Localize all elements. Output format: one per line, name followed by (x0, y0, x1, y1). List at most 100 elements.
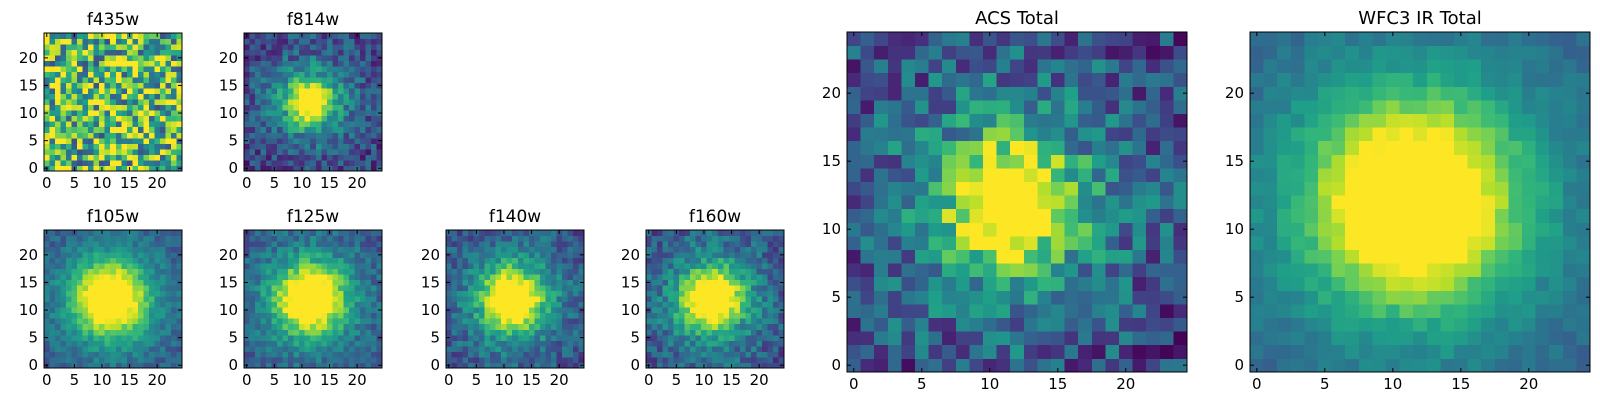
heatmap-cell (847, 249, 861, 264)
heatmap-cell (348, 88, 355, 95)
heatmap-cell (1263, 331, 1278, 346)
heatmap-cell (451, 252, 458, 258)
heatmap-cell (1119, 113, 1133, 128)
heatmap-cell (1037, 249, 1052, 264)
heatmap-cell (690, 345, 697, 352)
heatmap-cell (1159, 317, 1174, 332)
heatmap-cell (176, 49, 183, 56)
heatmap-cell (996, 344, 1011, 359)
heatmap-cell (165, 143, 172, 150)
heatmap-cell (110, 268, 117, 275)
heatmap-cell (996, 317, 1011, 332)
heatmap-cell (479, 246, 486, 253)
heatmap-cell (739, 230, 746, 236)
heatmap-cell (132, 274, 139, 281)
heatmap-cell (517, 356, 524, 363)
heatmap-cell (578, 318, 585, 325)
heatmap-cell (739, 257, 746, 264)
heatmap-cell (1345, 317, 1360, 332)
heatmap-cell (1173, 100, 1188, 114)
heatmap-cell (701, 263, 708, 270)
heatmap-cell (695, 290, 702, 297)
heatmap-cell (332, 44, 339, 50)
heatmap-cell (673, 351, 680, 358)
heatmap-cell (778, 301, 785, 308)
heatmap-cell (847, 168, 861, 182)
heatmap-cell (126, 77, 133, 84)
heatmap-cell (148, 268, 155, 275)
heatmap-cell (255, 334, 261, 341)
heatmap-cell (154, 126, 161, 133)
heatmap-cell (651, 362, 658, 369)
heatmap-cell (646, 356, 652, 363)
heatmap-cell (539, 268, 546, 275)
heatmap-cell (915, 86, 929, 101)
heatmap-cell (176, 60, 183, 67)
heatmap-cell (365, 93, 372, 100)
heatmap-cell (315, 252, 322, 258)
heatmap-cell (354, 334, 361, 341)
heatmap-cell (457, 268, 463, 275)
heatmap-cell (1345, 344, 1360, 359)
heatmap-cell (556, 301, 563, 308)
heatmap-cell (739, 340, 746, 347)
heatmap-cell (310, 148, 317, 155)
heatmap-cell (359, 290, 366, 297)
heatmap-cell (365, 154, 372, 161)
heatmap-cell (365, 99, 372, 106)
heatmap-cell (572, 296, 579, 303)
heatmap-cell (170, 230, 177, 236)
heatmap-cell (1173, 59, 1188, 74)
heatmap-cell (969, 168, 984, 182)
heatmap-cell (745, 274, 752, 281)
heatmap-cell (126, 49, 133, 56)
heatmap-cell (110, 88, 117, 95)
heatmap-cell (282, 77, 289, 84)
heatmap-cell (326, 274, 333, 281)
heatmap-cell (1386, 304, 1400, 318)
heatmap-cell (55, 154, 61, 161)
heatmap-cell (304, 285, 311, 292)
heatmap-cell (343, 279, 350, 286)
heatmap-cell (1078, 100, 1093, 114)
heatmap-cell (132, 49, 139, 56)
heatmap-cell (561, 307, 568, 314)
heatmap-cell (143, 55, 150, 61)
heatmap-cell (271, 104, 278, 111)
heatmap-cell (1051, 72, 1065, 87)
heatmap-cell (706, 345, 713, 352)
heatmap-cell (82, 252, 89, 258)
heatmap-cell (337, 159, 344, 166)
heatmap-cell (288, 99, 295, 106)
heatmap-cell (71, 93, 78, 100)
heatmap-cell (255, 77, 261, 84)
heatmap-cell (277, 351, 284, 358)
heatmap-cell (244, 93, 250, 100)
heatmap-cell (539, 307, 546, 314)
heatmap-cell (260, 38, 267, 45)
heatmap-cell (1413, 181, 1428, 196)
heatmap-cell (534, 318, 541, 325)
heatmap-cell (332, 110, 339, 117)
heatmap-cell (170, 71, 177, 78)
heatmap-cell (712, 301, 719, 308)
heatmap-cell (115, 246, 122, 253)
heatmap-cell (115, 121, 122, 128)
heatmap-cell (304, 132, 311, 139)
heatmap-cell (761, 279, 768, 286)
heatmap-cell (315, 246, 322, 253)
heatmap-cell (1467, 154, 1482, 169)
heatmap-cell (701, 334, 708, 341)
heatmap-cell (376, 257, 383, 264)
heatmap-cell (126, 60, 133, 67)
heatmap-cell (354, 329, 361, 336)
heatmap-cell (942, 181, 957, 196)
heatmap-cell (662, 257, 669, 264)
heatmap-cell (1091, 86, 1106, 101)
heatmap-cell (717, 268, 724, 275)
heatmap-cell (734, 252, 741, 258)
axes-frame (445, 229, 585, 369)
heatmap-cell (996, 140, 1011, 155)
heatmap-cell (154, 263, 161, 270)
heatmap-cell (1399, 195, 1414, 210)
